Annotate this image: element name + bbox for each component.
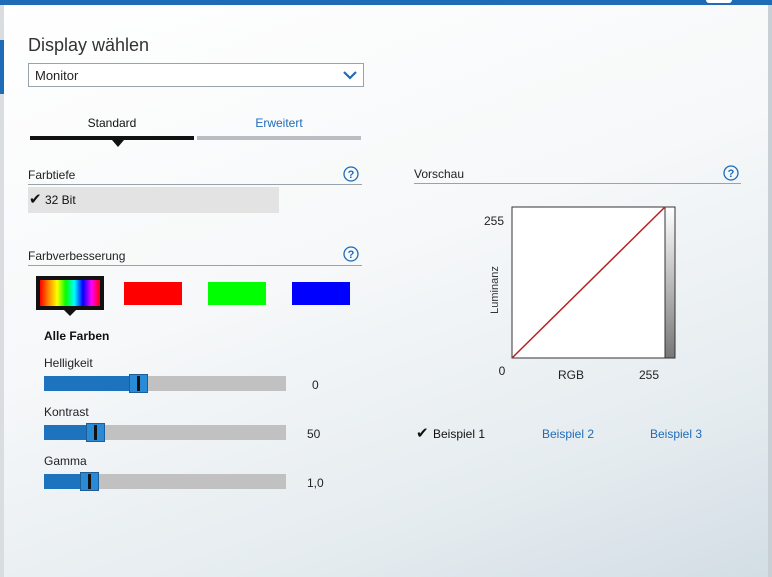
svg-text:?: ? (348, 169, 355, 181)
display-dropdown[interactable]: Monitor (28, 63, 364, 87)
kontrast-slider[interactable] (44, 423, 286, 442)
chart-series-line (511, 206, 666, 359)
vorschau-help-icon[interactable]: ? (723, 165, 739, 181)
display-dropdown-value: Monitor (35, 68, 79, 83)
kontrast-slider-thumb[interactable] (86, 423, 105, 442)
farbtiefe-value: 32 Bit (45, 193, 76, 207)
helligkeit-label: Helligkeit (44, 356, 93, 370)
left-edge-accent (0, 40, 4, 94)
chart-ytick-max: 255 (484, 214, 504, 228)
luminance-chart: 255 0 RGB 255 Luminanz (484, 206, 676, 382)
farbtiefe-help-icon[interactable]: ? (343, 166, 359, 182)
chart-grayscale-bar (664, 206, 676, 359)
farbverbesserung-divider (28, 265, 362, 266)
swatch-red[interactable] (124, 282, 182, 305)
kontrast-label: Kontrast (44, 405, 89, 419)
kontrast-slider-fill (44, 425, 96, 440)
gamma-value: 1,0 (307, 476, 324, 490)
beispiel-3[interactable]: Beispiel 3 (650, 427, 703, 441)
swatch-blue[interactable] (292, 282, 350, 305)
helligkeit-slider[interactable] (44, 374, 286, 393)
tab-standard-indicator (30, 136, 194, 140)
helligkeit-slider-fill (44, 376, 139, 391)
chart-xtick-min: 0 (499, 364, 506, 378)
helligkeit-slider-thumb[interactable] (129, 374, 148, 393)
swatch-green[interactable] (208, 282, 266, 305)
gamma-slider[interactable] (44, 472, 286, 491)
beispiel-check-icon: ✔ (416, 425, 429, 442)
chart-xlabel: RGB (558, 368, 584, 382)
farbverbesserung-label: Farbverbesserung (28, 249, 126, 263)
farbtiefe-label: Farbtiefe (28, 168, 76, 182)
chart-xtick-max: 255 (639, 368, 659, 382)
left-edge (0, 5, 4, 577)
window-top-bar (0, 0, 772, 5)
tab-erweitert-indicator (197, 136, 361, 140)
beispiel-2[interactable]: Beispiel 2 (542, 427, 595, 441)
swatch-pointer (64, 310, 76, 316)
swatch-all-colors[interactable] (36, 276, 104, 310)
chevron-down-icon (343, 71, 357, 80)
channel-label: Alle Farben (44, 329, 110, 343)
chart-ylabel: Luminanz (489, 266, 501, 314)
helligkeit-value: 0 (312, 378, 319, 392)
beispiel-1[interactable]: Beispiel 1 (433, 427, 486, 441)
farbtiefe-divider (28, 184, 362, 185)
gamma-slider-thumb[interactable] (80, 472, 99, 491)
svg-text:?: ? (728, 168, 735, 180)
svg-text:?: ? (348, 249, 355, 261)
rainbow-swatch (40, 280, 100, 306)
check-icon: ✔ (29, 191, 42, 208)
vorschau-label: Vorschau (414, 167, 465, 181)
kontrast-value: 50 (307, 427, 321, 441)
vorschau-divider (414, 183, 741, 184)
gamma-slider-fill (44, 474, 90, 489)
tab-standard[interactable]: Standard (87, 116, 137, 130)
display-select-title: Display wählen (28, 35, 150, 55)
farbverbesserung-help-icon[interactable]: ? (343, 246, 359, 262)
gamma-label: Gamma (44, 454, 87, 468)
window-top-notch (706, 0, 732, 3)
tab-pointer (112, 140, 124, 147)
tab-erweitert[interactable]: Erweitert (255, 116, 303, 130)
farbtiefe-option[interactable]: ✔ 32 Bit (28, 187, 279, 213)
right-edge (768, 5, 772, 577)
